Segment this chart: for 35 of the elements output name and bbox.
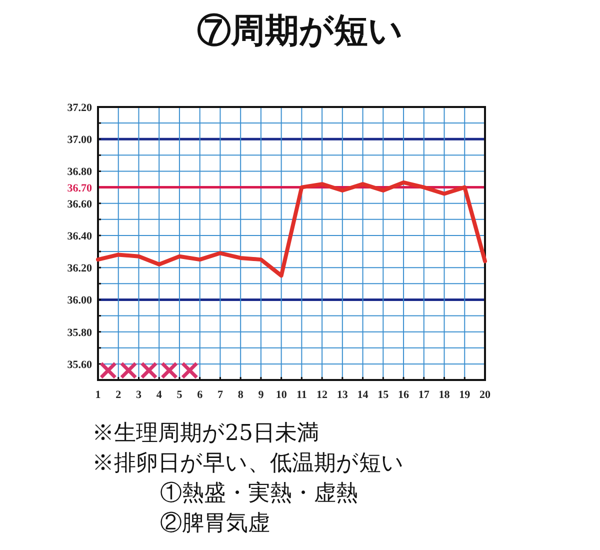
y-tick-label: 36.00 (67, 294, 92, 307)
y-tick-label: 35.80 (67, 326, 92, 339)
x-tick-label: 2 (116, 389, 122, 401)
x-tick-label: 12 (316, 389, 328, 401)
y-tick-label: 36.40 (67, 230, 92, 242)
x-tick-label: 16 (398, 389, 410, 401)
x-tick-label: 17 (418, 389, 430, 401)
x-tick-label: 6 (197, 389, 204, 401)
y-tick-label: 37.20 (67, 102, 92, 114)
x-tick-label: 14 (357, 389, 369, 401)
x-tick-label: 20 (480, 389, 491, 401)
text: ※排卵日が早い、低温期が短い (92, 451, 404, 476)
x-tick-label: 13 (336, 389, 348, 401)
x-tick-label: 10 (276, 389, 288, 401)
x-tick-label: 7 (217, 389, 224, 401)
y-tick-label: 36.60 (67, 198, 92, 210)
y-tick-label: 36.20 (67, 262, 92, 275)
text: ①熱盛・実熱・虚熱 (160, 481, 358, 506)
x-tick-label: 4 (156, 389, 162, 401)
chart-title: ⑦周期が短い (197, 11, 403, 51)
x-tick-label: 15 (378, 389, 390, 401)
y-tick-label: 36.80 (67, 166, 92, 178)
text: ※生理周期が25日未満 (92, 421, 319, 446)
text: ②脾胃気虚 (160, 511, 270, 536)
x-tick-label: 5 (176, 389, 183, 401)
x-tick-label: 1 (95, 389, 101, 401)
x-tick-label: 8 (238, 389, 244, 401)
x-tick-label: 18 (438, 389, 450, 401)
x-tick-label: 3 (136, 389, 142, 401)
x-tick-label: 9 (258, 389, 264, 401)
y-tick-label: 35.60 (67, 358, 92, 371)
y-tick-label: 37.00 (67, 134, 92, 146)
x-tick-label: 19 (459, 389, 471, 401)
ref-line-label: 36.70 (67, 182, 92, 194)
x-tick-label: 11 (296, 389, 307, 401)
